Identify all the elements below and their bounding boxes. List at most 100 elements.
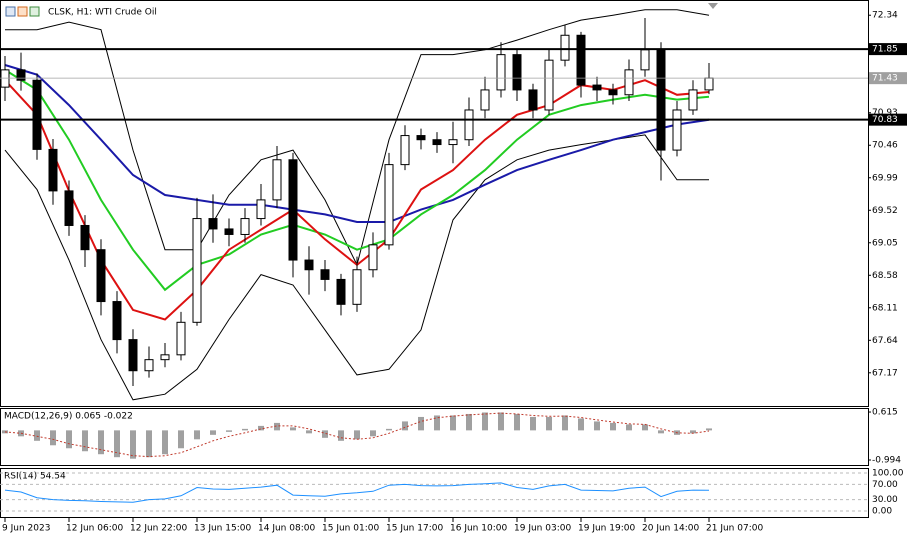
- macd-bar: [2, 430, 8, 434]
- x-tick-label: 21 Jun 07:00: [706, 524, 763, 534]
- candle-body: [368, 244, 378, 271]
- candle-body: [304, 259, 314, 271]
- macd-bar: [354, 430, 360, 440]
- macd-bar: [162, 430, 168, 455]
- candle-body: [672, 109, 682, 151]
- candle-body: [656, 49, 666, 151]
- candle-body: [528, 89, 538, 111]
- candle-body: [48, 148, 58, 192]
- macd-bar: [610, 422, 616, 431]
- macd-bar: [66, 430, 72, 449]
- level-box: [869, 113, 907, 126]
- indicator-line: [4, 69, 710, 292]
- macd-bar: [578, 418, 584, 431]
- macd-bar: [658, 430, 664, 434]
- macd-bar: [418, 416, 424, 431]
- x-tick-label: 19 Jun 03:00: [514, 524, 571, 534]
- candle-body: [192, 218, 202, 323]
- y-tick-label: 68.58: [872, 271, 898, 281]
- macd-bar: [194, 430, 200, 440]
- candle-body: [240, 218, 250, 235]
- candle-body: [112, 301, 122, 341]
- candle-body: [592, 84, 602, 91]
- candle-body: [128, 339, 138, 372]
- macd-title: MACD(12,26,9) 0.065 -0.022: [4, 412, 133, 422]
- y-tick-label: 30.00: [872, 495, 898, 505]
- macd-bar: [322, 430, 328, 438]
- y-tick-label: 70.93: [872, 108, 898, 118]
- candle-body: [208, 218, 218, 230]
- chart-title: CLSK, H1: WTI Crude Oil: [48, 8, 157, 18]
- candle-body: [480, 89, 490, 111]
- macd-bar: [402, 421, 408, 431]
- macd-bar: [530, 416, 536, 431]
- shift-marker: [708, 3, 718, 9]
- candle-body: [352, 269, 362, 305]
- candle-body: [704, 77, 714, 91]
- x-tick-label: 15 Jun 17:00: [386, 524, 443, 534]
- main-panel: [0, 0, 869, 407]
- candle-body: [144, 359, 154, 372]
- x-tick-label: 19 Jun 19:00: [578, 524, 635, 534]
- y-tick-label: 69.05: [872, 238, 898, 248]
- macd-bar: [450, 415, 456, 431]
- candle-body: [96, 249, 106, 303]
- macd-bar: [514, 413, 520, 431]
- candle-body: [32, 79, 42, 150]
- candle-body: [176, 321, 186, 356]
- x-tick-label: 12 Jun 06:00: [66, 524, 123, 534]
- macd-bar: [626, 424, 632, 431]
- macd-bar: [50, 430, 56, 446]
- macd-bar: [274, 422, 280, 431]
- x-tick-label: 12 Jun 22:00: [130, 524, 187, 534]
- candle-body: [16, 69, 26, 81]
- x-tick-label: 9 Jun 2023: [2, 524, 50, 534]
- macd-bar: [98, 430, 104, 455]
- macd-bar: [498, 412, 504, 431]
- y-tick-label: 0.615: [872, 408, 898, 418]
- rsi-panel: [0, 468, 869, 518]
- macd-bar: [210, 430, 216, 435]
- macd-bar: [226, 430, 232, 432]
- candle-body: [624, 69, 634, 96]
- candle-body: [288, 159, 298, 261]
- candle-body: [464, 109, 474, 141]
- rsi-title: RSI(14) 54.54: [4, 472, 66, 482]
- candle-body: [336, 278, 346, 305]
- candle-body: [432, 139, 442, 146]
- y-tick-label: -0.994: [872, 456, 901, 466]
- macd-bar: [370, 430, 376, 437]
- macd-bar: [146, 430, 152, 458]
- y-tick-label: 70.46: [872, 141, 898, 151]
- macd-bar: [706, 428, 712, 431]
- macd-bar: [562, 415, 568, 431]
- macd-bar: [482, 412, 488, 431]
- candle-body: [64, 190, 74, 226]
- macd-bar: [546, 416, 552, 431]
- signal-line: [4, 412, 710, 458]
- candle-body: [80, 224, 90, 251]
- candle-body: [688, 89, 698, 111]
- candle-body: [416, 135, 426, 141]
- candle-body: [400, 135, 410, 166]
- macd-bar: [466, 413, 472, 431]
- macd-bar: [338, 430, 344, 441]
- macd-bar: [242, 428, 248, 431]
- candle-body: [320, 269, 330, 280]
- last-price-box: [869, 72, 907, 85]
- candle-body: [272, 159, 282, 201]
- x-tick-label: 14 Jun 08:00: [258, 524, 315, 534]
- level-label: 71.85: [872, 45, 898, 55]
- candle-body: [640, 49, 650, 71]
- x-tick-label: 16 Jun 10:00: [450, 524, 507, 534]
- y-tick-label: 67.17: [872, 368, 898, 378]
- rsi-line: [4, 482, 710, 503]
- macd-bar: [178, 430, 184, 449]
- macd-bar: [290, 427, 296, 431]
- candle-body: [544, 59, 554, 111]
- candle-body: [448, 139, 458, 146]
- macd-bar: [114, 430, 120, 458]
- macd-bar: [642, 424, 648, 431]
- candle-body: [160, 354, 170, 361]
